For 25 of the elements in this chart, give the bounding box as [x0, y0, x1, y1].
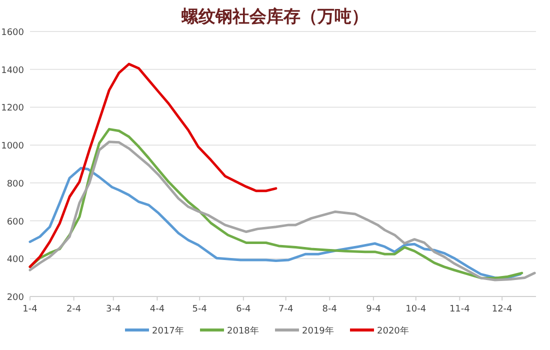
- x-tick-label: 10-4: [406, 304, 426, 314]
- x-tick-label: 9-4: [366, 304, 382, 314]
- x-tick-label: 2-4: [66, 304, 82, 314]
- x-tick-label: 8-4: [322, 304, 338, 314]
- legend-label: 2019年: [302, 326, 334, 336]
- x-tick-label: 3-4: [106, 304, 122, 314]
- y-tick-label: 600: [6, 217, 24, 228]
- chart-title: 螺纹钢社会库存（万吨）: [180, 7, 368, 27]
- x-tick-label: 7-4: [278, 304, 294, 314]
- legend-label: 2018年: [227, 326, 259, 336]
- x-tick-label: 6-4: [236, 304, 252, 314]
- y-tick-label: 1200: [1, 104, 24, 114]
- x-tick-label: 11-4: [449, 304, 470, 314]
- y-tick-label: 1000: [1, 142, 24, 152]
- x-tick-label: 4-4: [150, 304, 165, 314]
- x-tick-label: 5-4: [192, 304, 208, 314]
- y-tick-label: 800: [6, 179, 24, 190]
- y-tick-label: 400: [6, 255, 24, 266]
- x-tick-label: 1-4: [22, 304, 38, 314]
- y-tick-label: 1600: [1, 28, 24, 38]
- legend-label: 2017年: [152, 326, 184, 336]
- x-tick-label: 12-4: [492, 304, 513, 314]
- y-tick-label: 200: [6, 293, 24, 303]
- legend-label: 2020年: [377, 326, 409, 336]
- y-tick-label: 1400: [1, 66, 24, 76]
